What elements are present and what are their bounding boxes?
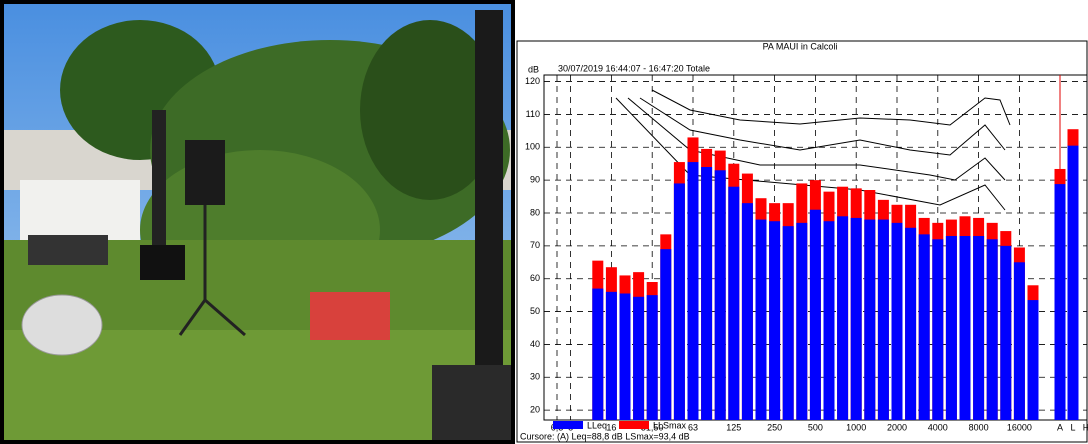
x-tick-label: 8000: [969, 422, 989, 432]
bar: [660, 249, 672, 420]
bar: [823, 221, 835, 420]
bar: [959, 236, 971, 420]
bar: [809, 209, 821, 420]
bar: [782, 226, 794, 420]
bar: [687, 162, 699, 421]
x-tick-label: 250: [767, 422, 782, 432]
photo: [0, 0, 515, 444]
bar: [1027, 300, 1039, 420]
bar: [755, 219, 767, 420]
y-label: dB: [528, 64, 539, 74]
bar: [973, 236, 985, 420]
bar: [741, 203, 753, 420]
x-tick-label: 125: [726, 422, 741, 432]
legend-label: LLeq: [587, 420, 607, 430]
bar: [673, 183, 685, 420]
x-tick-label: H: [1083, 422, 1088, 432]
x-tick-label: 16: [606, 422, 616, 432]
legend-swatch: [553, 421, 583, 429]
bar: [986, 239, 998, 420]
y-tick-label: 120: [525, 76, 540, 86]
bar: [932, 239, 944, 420]
bar: [891, 222, 903, 420]
y-tick-label: 50: [530, 306, 540, 316]
subtitle: 30/07/2019 16:44:07 - 16:47:20 Totale: [558, 63, 710, 73]
bar: [905, 227, 917, 420]
bar: [1013, 262, 1025, 420]
x-tick-label: 500: [808, 422, 823, 432]
x-tick-label: L: [1070, 422, 1075, 432]
bar: [796, 222, 808, 420]
x-tick-label: 2000: [887, 422, 907, 432]
y-tick-label: 100: [525, 142, 540, 152]
bar: [714, 170, 726, 420]
y-tick-label: 70: [530, 240, 540, 250]
bar: [769, 221, 781, 420]
x-tick-label: 31,50: [641, 422, 664, 432]
y-tick-label: 60: [530, 273, 540, 283]
y-tick-label: 40: [530, 339, 540, 349]
bar: [1067, 145, 1079, 420]
x-tick-label: 4000: [928, 422, 948, 432]
legend-label: LLSmax: [653, 420, 687, 430]
legend-swatch: [619, 421, 649, 429]
cursor-text: Cursore: (A) Leq=88,8 dB LSmax=93,4 dB: [520, 431, 690, 441]
bar: [1000, 245, 1012, 420]
bar: [728, 186, 740, 420]
chart-title: PA MAUI in Calcoli: [763, 41, 838, 51]
bar: [592, 288, 604, 420]
x-tick-label: 1000: [846, 422, 866, 432]
bar: [701, 167, 713, 420]
x-tick-label: A: [1057, 422, 1063, 432]
x-tick-label: 63: [688, 422, 698, 432]
y-tick-label: 30: [530, 372, 540, 382]
y-tick-label: 20: [530, 405, 540, 415]
y-tick-label: 90: [530, 175, 540, 185]
bar: [918, 234, 930, 420]
y-tick-label: 110: [526, 109, 540, 119]
bar: [877, 219, 889, 420]
bar: [864, 219, 876, 420]
x-tick-label: 16000: [1007, 422, 1032, 432]
bar: [945, 236, 957, 420]
bar: [633, 296, 645, 420]
bar: [1054, 184, 1066, 420]
bar: [646, 295, 658, 420]
bar: [837, 216, 849, 420]
y-tick-label: 80: [530, 207, 540, 217]
bar: [605, 291, 617, 420]
bar: [619, 293, 631, 420]
bar: [850, 217, 862, 420]
